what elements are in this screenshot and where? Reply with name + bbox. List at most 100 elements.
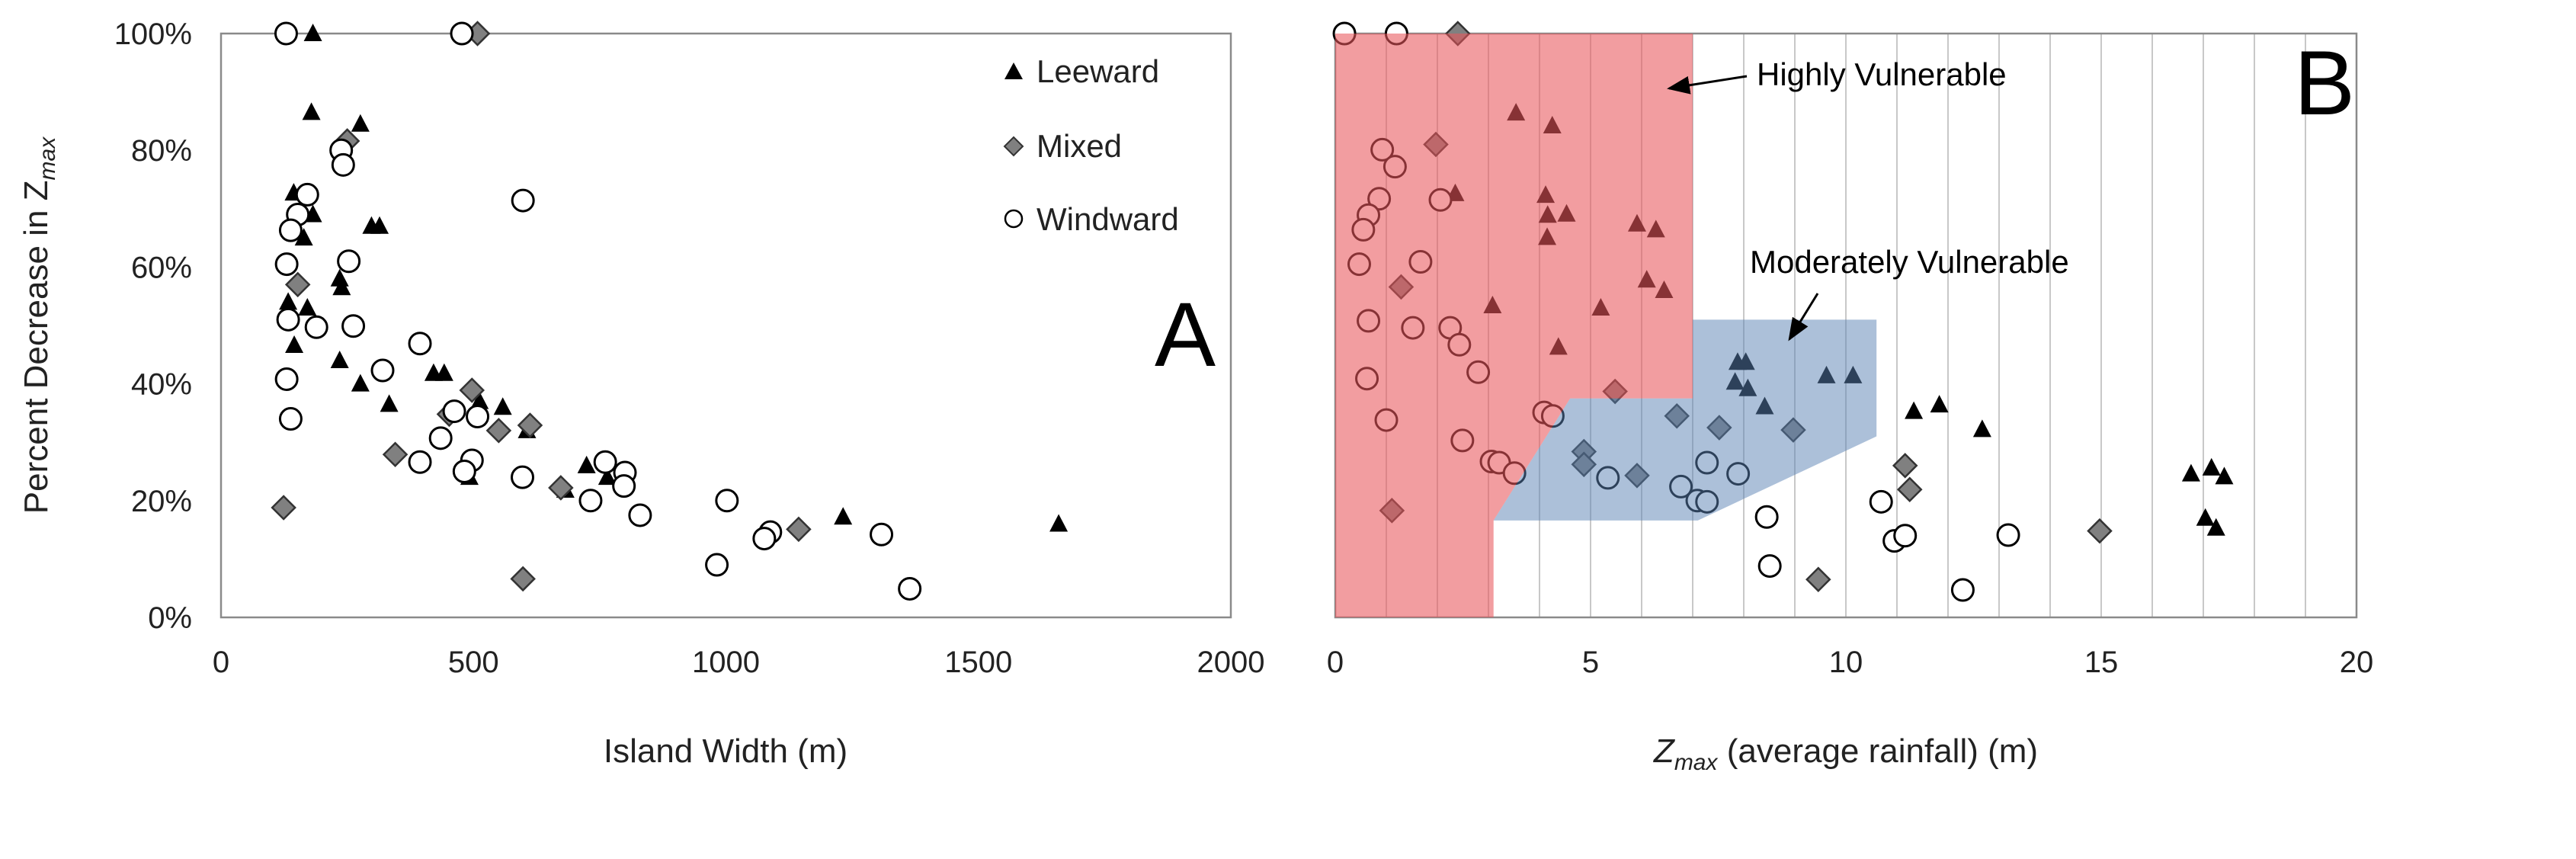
leeward-point [380,394,399,412]
y-tick-label: 80% [131,134,192,168]
x-tick-label: 0 [1327,646,1344,679]
x-tick-label: 2000 [1197,646,1265,679]
windward-point [870,522,894,546]
windward-point [511,188,535,213]
leeward-point [577,455,596,473]
leeward-point [470,391,489,409]
windward-point [1996,523,2020,547]
windward-point [466,404,490,428]
arrow-moderately-vulnerable [1788,293,1819,341]
mixed-point [510,566,536,592]
leeward-point [2196,508,2215,526]
windward-point [752,527,777,551]
mixed-point [1892,453,1918,479]
leeward-point [330,350,349,368]
plot-frame [219,32,1232,619]
windward-point [337,249,361,274]
windward-point [370,358,395,383]
windward-point [442,399,466,424]
mixed-point [459,377,485,403]
windward-point [408,332,432,356]
panel-b-x-axis-title: Zmax (average rainfall) (m) [1653,732,2038,775]
leeward-point [330,268,349,287]
mixed-point [786,516,812,543]
leeward-point [2181,463,2200,482]
leeward-point [294,228,313,246]
windward-point [341,314,366,338]
windward-point [274,252,299,277]
x-title-sub: max [1674,750,1719,775]
leeward-point [303,24,322,41]
leeward-point [332,277,351,296]
mixed-point [1805,566,1831,592]
windward-point [1754,505,1779,529]
x-tick-label: 20 [2340,646,2374,679]
panel-a: 0 500 1000 1500 2000 0% 20% 40% 60% 80% 100% Islan… [18,18,1264,770]
x-tick-label: 1500 [944,646,1012,679]
annotation-moderately-vulnerable: Moderately Vulnerable [1750,244,2069,280]
windward-point [715,489,739,513]
leeward-point [434,363,453,381]
y-axis-title: Percent Decrease in Zmax [18,136,60,514]
leeward-point [298,298,317,316]
leeward-point [834,507,853,525]
leeward-point [1905,401,1924,419]
panel-b-vulnerability-regions [1335,34,1877,617]
mixed-point [271,495,296,521]
mixed-point [548,475,574,501]
leeward-point [351,114,370,132]
legend-mixed-label: Mixed [1036,128,1122,164]
highly-vulnerable-region [1335,34,1693,617]
windward-point [705,553,729,577]
legend-windward-label: Windward [1036,201,1179,237]
windward-point [612,474,636,498]
windward-point [278,218,303,242]
y-axis-title-sub: max [35,136,60,181]
x-title-rest: (average rainfall) (m) [1718,732,2039,770]
y-tick-label: 60% [131,251,192,284]
windward-point [450,21,474,46]
panel-a-ticks: 0 500 1000 1500 2000 0% 20% 40% 60% 80% 100% [114,18,1265,679]
leeward-point [2202,457,2221,476]
legend-mixed-marker [1003,136,1024,157]
windward-point [274,21,298,46]
y-tick-label: 40% [131,368,192,402]
windward-point [428,426,453,450]
mixed-point [2087,518,2113,544]
panel-b-ticks: 0 5 10 15 20 [1327,646,2373,679]
annotation-highly-vulnerable: Highly Vulnerable [1757,56,2007,92]
x-title-z: Z [1653,732,1676,770]
x-tick-label: 500 [448,646,499,679]
panel-b-label: B [2294,32,2355,134]
windward-point [1893,524,1918,548]
mixed-point [284,271,311,298]
panel-a-grid [219,32,1232,619]
panel-a-x-axis-title: Island Width (m) [604,732,847,770]
windward-point [628,503,652,527]
leeward-point [1930,395,1949,413]
panel-a-points [271,21,1069,601]
mixed-point [517,412,543,438]
legend: Leeward Mixed Windward [1003,53,1179,237]
y-tick-label: 100% [114,18,192,51]
x-tick-label: 1000 [692,646,760,679]
windward-point [274,367,299,391]
windward-point [304,315,328,339]
windward-point [278,407,303,431]
windward-point [452,460,476,483]
x-tick-label: 0 [213,646,229,679]
leeward-point [285,335,304,354]
leeward-point [2206,518,2225,536]
leeward-point [279,292,298,310]
y-tick-label: 0% [148,601,192,635]
moderately-vulnerable-region [1493,319,1877,521]
legend-leeward-marker [1004,63,1023,79]
y-tick-label: 20% [131,485,192,518]
windward-point [511,465,535,489]
leeward-point [370,216,389,234]
leeward-point [302,102,321,120]
windward-point [593,450,617,474]
windward-point [898,576,922,601]
x-tick-label: 10 [1829,646,1863,679]
leeward-point [598,467,617,486]
